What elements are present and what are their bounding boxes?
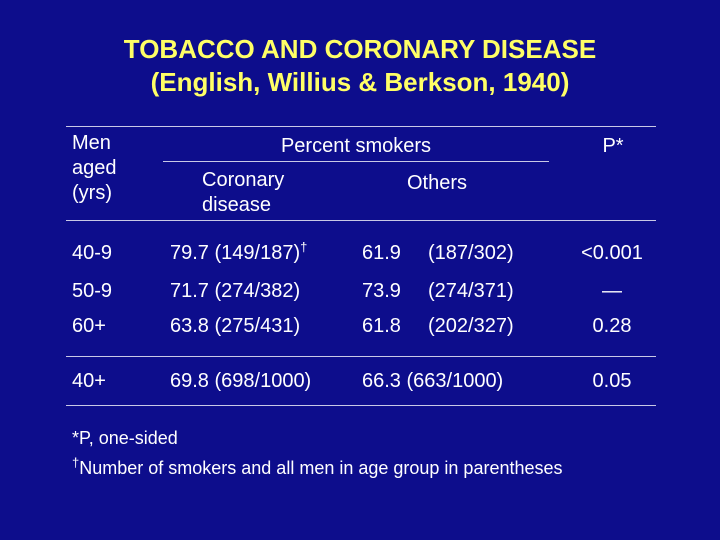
header-age-line3: (yrs): [72, 182, 112, 204]
row-age: 50-9: [72, 280, 113, 302]
footnote-one-sided: *P, one-sided: [72, 428, 178, 448]
footnote-parentheses: †Number of smokers and all men in age gr…: [72, 455, 563, 479]
row-others-count: (202/327): [428, 315, 514, 337]
header-coronary-line1: Coronary: [202, 169, 285, 191]
row-others-pct: 61.9: [362, 242, 401, 264]
coronary-count: (275/431): [214, 315, 301, 337]
header-age-line2: aged: [72, 157, 117, 179]
coronary-pct: 63.8: [170, 315, 209, 337]
row-age: 40-9: [72, 242, 113, 264]
row-others-pct: 61.8: [362, 315, 401, 337]
header-age-line1: Men: [72, 132, 111, 154]
row-others-count: (274/371): [428, 280, 514, 302]
dagger-mark: †: [300, 239, 308, 255]
row-coronary: 79.7 (149/187)†: [170, 240, 307, 266]
row-others-pct: 73.9: [362, 280, 401, 302]
row-p: <0.001: [581, 242, 643, 264]
rule-header-bottom: [66, 220, 656, 221]
total-p: 0.05: [592, 370, 632, 392]
slide-title-line2: (English, Willius & Berkson, 1940): [150, 67, 570, 97]
rule-top: [66, 126, 656, 127]
rule-after-total: [66, 405, 656, 406]
row-coronary: 71.7 (274/382): [170, 278, 300, 304]
total-age: 40+: [72, 370, 106, 392]
header-others: Others: [407, 172, 468, 194]
rule-before-total: [66, 356, 656, 357]
row-coronary: 63.8 (275/431): [170, 313, 300, 339]
coronary-pct: 71.7: [170, 280, 209, 302]
coronary-count: (274/382): [214, 280, 301, 302]
footnote-parentheses-text: Number of smokers and all men in age gro…: [79, 458, 563, 478]
row-p: —: [602, 280, 622, 302]
header-p: P*: [602, 135, 624, 157]
rule-percent-smokers: [163, 161, 549, 162]
slide-title-line1: TOBACCO AND CORONARY DISEASE: [123, 34, 597, 64]
header-coronary-line2: disease: [202, 194, 271, 216]
header-percent-smokers: Percent smokers: [280, 135, 432, 157]
row-others-count: (187/302): [428, 242, 514, 264]
coronary-count: (149/187): [214, 242, 301, 264]
total-coronary: 69.8 (698/1000): [170, 370, 312, 392]
row-p: 0.28: [592, 315, 632, 337]
total-others: 66.3 (663/1000): [362, 370, 504, 392]
row-age: 60+: [72, 315, 106, 337]
coronary-pct: 79.7: [170, 242, 209, 264]
dagger-mark: †: [72, 455, 80, 470]
